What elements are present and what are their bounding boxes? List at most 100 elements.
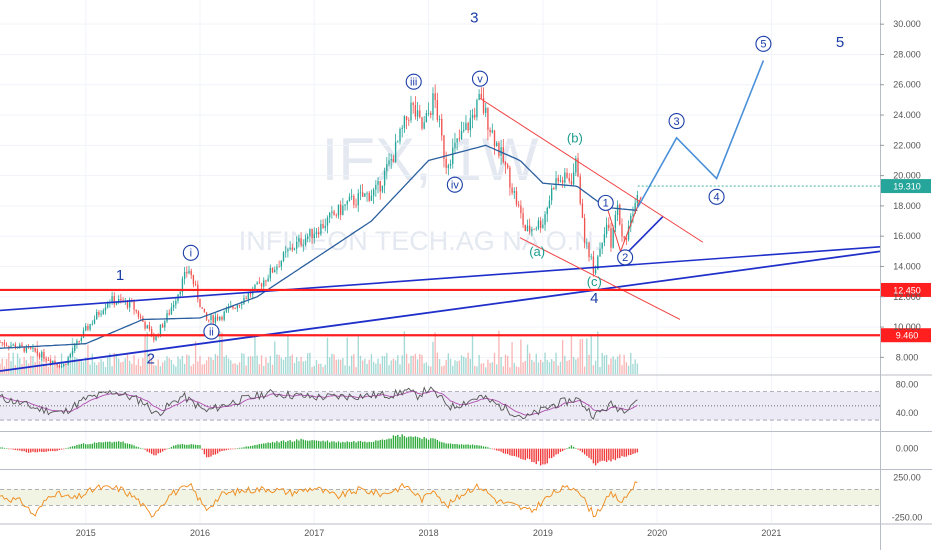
macd-bar-181	[397, 434, 399, 449]
macd-bar-149	[326, 440, 329, 449]
candle-body-270	[592, 256, 595, 274]
macd-bar-83	[181, 444, 184, 449]
candle-body-168	[368, 192, 370, 201]
candle-body-272	[597, 256, 599, 270]
volume-bar-158	[346, 337, 348, 374]
volume-bar-161	[353, 354, 355, 374]
candle-body-197	[432, 93, 434, 115]
macd-bar-180	[394, 435, 397, 449]
macd-bar-137	[300, 438, 302, 449]
candle-body-75	[164, 321, 166, 328]
candle-body-254	[557, 178, 559, 182]
macd-bar-124	[271, 441, 274, 449]
macd-bar-260	[570, 445, 573, 449]
volume-bar-107	[234, 363, 236, 374]
macd-bar-263	[577, 448, 579, 450]
macd-bar-24	[52, 448, 54, 452]
macd-bar-201	[441, 442, 443, 449]
volume-bar-208	[456, 361, 458, 374]
macd-bar-2	[3, 447, 6, 449]
candle-body-64	[139, 316, 142, 318]
candle-body-8	[16, 347, 19, 349]
macd-bar-258	[566, 448, 568, 449]
volume-bar-267	[586, 338, 588, 374]
macd-bar-84	[183, 444, 186, 449]
volume-bar-165	[361, 360, 364, 374]
macd-bar-52	[113, 441, 115, 449]
macd-bar-55	[120, 442, 122, 449]
volume-bar-136	[298, 361, 300, 374]
candle-body-93	[203, 308, 206, 313]
volume-bar-94	[205, 360, 208, 374]
macd-bar-19	[41, 448, 43, 452]
macd-bar-255	[559, 448, 562, 452]
macd-bar-121	[265, 443, 267, 449]
candle-body-39	[85, 326, 87, 331]
candle-body-9	[19, 344, 21, 348]
candle-body-290	[636, 194, 639, 203]
macd-bar-217	[476, 445, 478, 449]
candle-body-127	[278, 266, 280, 268]
volume-bar-91	[199, 356, 201, 374]
candle-body-160	[350, 195, 353, 197]
candle-body-177	[388, 160, 390, 165]
candle-body-193	[423, 122, 425, 129]
candle-body-144	[315, 232, 318, 235]
macd-bar-97	[212, 448, 214, 455]
volume-bar-168	[368, 359, 370, 374]
candle-body-273	[599, 248, 601, 257]
volume-bar-204	[447, 353, 450, 374]
volume-bar-287	[630, 352, 632, 374]
candle-body-175	[383, 170, 386, 186]
candle-body-18	[38, 353, 41, 358]
volume-bar-22	[47, 366, 50, 374]
candle-body-208	[456, 138, 458, 143]
macd-bar-40	[87, 444, 89, 449]
candle-body-232	[509, 167, 511, 188]
macd-bar-8	[16, 448, 19, 451]
macd-bar-195	[427, 439, 430, 449]
volume-bar-129	[282, 359, 285, 374]
volume-bar-38	[82, 361, 85, 374]
volume-bar-188	[412, 355, 414, 374]
volume-bar-64	[139, 366, 142, 374]
candle-body-49	[107, 303, 109, 308]
macd-bar-179	[392, 435, 395, 449]
volume-bar-189	[414, 353, 417, 374]
volume-bar-105	[230, 360, 232, 374]
grid-lines	[0, 0, 880, 523]
macd-bar-243	[533, 448, 535, 463]
candle-body-198	[434, 93, 436, 101]
time-tick-6: 2021	[761, 528, 781, 538]
volume-bar-5	[10, 361, 12, 374]
macd-bar-118	[258, 444, 261, 449]
macd-bar-116	[254, 445, 256, 449]
volume-bar-90	[197, 361, 199, 374]
macd-bar-113	[247, 446, 250, 449]
candle-body-51	[111, 296, 113, 303]
macd-bar-33	[71, 446, 74, 449]
volume-bar-32	[69, 353, 72, 374]
candle-body-258	[566, 172, 568, 178]
macd-bar-98	[214, 448, 217, 455]
macd-bar-238	[522, 448, 524, 460]
macd-bar-269	[590, 448, 592, 460]
macd-bar-88	[192, 444, 195, 449]
volume-bar-145	[318, 363, 320, 374]
macd-bar-228	[500, 448, 502, 452]
candle-body-129	[282, 252, 285, 261]
macd-pane	[0, 434, 639, 466]
candle-body-146	[320, 223, 322, 235]
candle-body-171	[375, 184, 377, 190]
candle-body-215	[471, 114, 474, 119]
macd-bar-162	[355, 442, 357, 449]
macd-bar-270	[592, 448, 595, 464]
volume-bar-57	[124, 358, 126, 374]
volume-bar-86	[188, 355, 190, 374]
macd-bar-74	[161, 448, 164, 452]
candle-body-275	[603, 234, 606, 243]
candle-body-189	[414, 105, 417, 117]
candle-body-42	[91, 323, 93, 325]
time-tick-4: 2019	[533, 528, 553, 538]
